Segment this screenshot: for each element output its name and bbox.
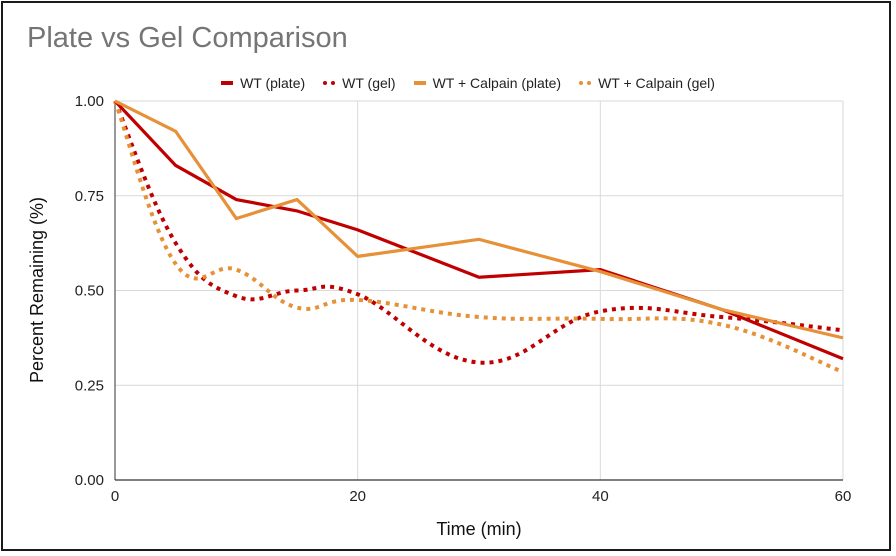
data-point-wt-gel[interactable]	[233, 293, 239, 299]
data-point-wt-calpain-plate[interactable]	[476, 236, 482, 242]
data-point-wt-plate[interactable]	[476, 274, 482, 280]
data-point-wt-gel[interactable]	[719, 314, 725, 320]
data-point-wt-gel[interactable]	[294, 288, 300, 294]
y-tick-label: 1.00	[75, 93, 104, 110]
data-point-wt-calpain-plate[interactable]	[173, 128, 179, 134]
data-point-wt-plate[interactable]	[233, 197, 239, 203]
data-point-wt-calpain-plate[interactable]	[355, 253, 361, 259]
series-group	[112, 98, 846, 375]
y-tick-label: 0.00	[75, 472, 104, 489]
data-point-wt-calpain-plate[interactable]	[597, 269, 603, 275]
gridlines	[115, 100, 844, 480]
x-tick-label: 0	[111, 488, 119, 505]
x-tick-label: 60	[835, 488, 852, 505]
legend-swatch-wt-plate	[221, 81, 234, 85]
series-line-wt-calpain-plate	[114, 99, 844, 340]
legend-label: WT (gel)	[342, 75, 396, 91]
data-point-wt-calpain-gel[interactable]	[233, 267, 239, 273]
data-point-wt-gel[interactable]	[840, 327, 846, 333]
y-axis-title: Percent Remaining (%)	[27, 197, 47, 383]
legend-swatch-calpain-plate	[413, 81, 426, 85]
data-point-wt-plate[interactable]	[294, 208, 300, 214]
data-point-wt-calpain-plate[interactable]	[112, 98, 118, 104]
legend-item-wt-plate[interactable]: WT (plate)	[221, 75, 305, 91]
data-point-wt-calpain-gel[interactable]	[294, 305, 300, 311]
x-tick-label: 20	[349, 488, 366, 505]
data-point-wt-gel[interactable]	[173, 240, 179, 246]
axes	[114, 101, 843, 481]
series-line-wt-gel	[113, 100, 844, 365]
data-point-wt-calpain-gel[interactable]	[597, 316, 603, 322]
data-point-wt-calpain-plate[interactable]	[840, 335, 846, 341]
data-point-wt-calpain-plate[interactable]	[719, 306, 725, 312]
legend-item-calpain-gel[interactable]: WT + Calpain (gel)	[579, 75, 715, 91]
data-point-wt-gel[interactable]	[476, 360, 482, 366]
data-point-wt-calpain-gel[interactable]	[840, 369, 846, 375]
legend-label: WT + Calpain (gel)	[598, 75, 715, 91]
legend: WT (plate) WT (gel) WT + Calpain (plate)…	[0, 73, 896, 93]
data-point-wt-calpain-plate[interactable]	[294, 197, 300, 203]
legend-item-wt-gel[interactable]: WT (gel)	[323, 75, 396, 91]
data-point-wt-calpain-plate[interactable]	[233, 215, 239, 221]
x-tick-label: 40	[592, 488, 609, 505]
data-point-wt-calpain-gel[interactable]	[355, 297, 361, 303]
data-point-wt-gel[interactable]	[355, 291, 361, 297]
data-point-wt-calpain-gel[interactable]	[476, 314, 482, 320]
y-tick-label: 0.25	[75, 377, 104, 394]
legend-item-calpain-plate[interactable]: WT + Calpain (plate)	[413, 75, 562, 91]
legend-swatch-wt-gel	[323, 81, 336, 85]
series-line-wt-plate	[113, 99, 844, 361]
chart-title: Plate vs Gel Comparison	[27, 22, 348, 54]
y-tick-label: 0.75	[75, 188, 104, 205]
data-point-wt-plate[interactable]	[355, 227, 361, 233]
data-point-wt-plate[interactable]	[840, 356, 846, 362]
legend-label: WT (plate)	[240, 75, 306, 91]
legend-swatch-calpain-gel	[579, 81, 592, 85]
tick-labels: 0.00 0.25 0.50 0.75 1.00 0 20 40 60	[75, 93, 852, 505]
data-point-wt-calpain-gel[interactable]	[719, 322, 725, 328]
data-point-wt-calpain-gel[interactable]	[173, 261, 179, 267]
x-axis-title: Time (min)	[436, 519, 521, 539]
series-line-wt-calpain-gel	[113, 100, 844, 374]
legend-label: WT + Calpain (plate)	[432, 75, 562, 91]
data-point-wt-gel[interactable]	[597, 308, 603, 314]
y-tick-label: 0.50	[75, 283, 104, 300]
data-point-wt-plate[interactable]	[173, 162, 179, 168]
